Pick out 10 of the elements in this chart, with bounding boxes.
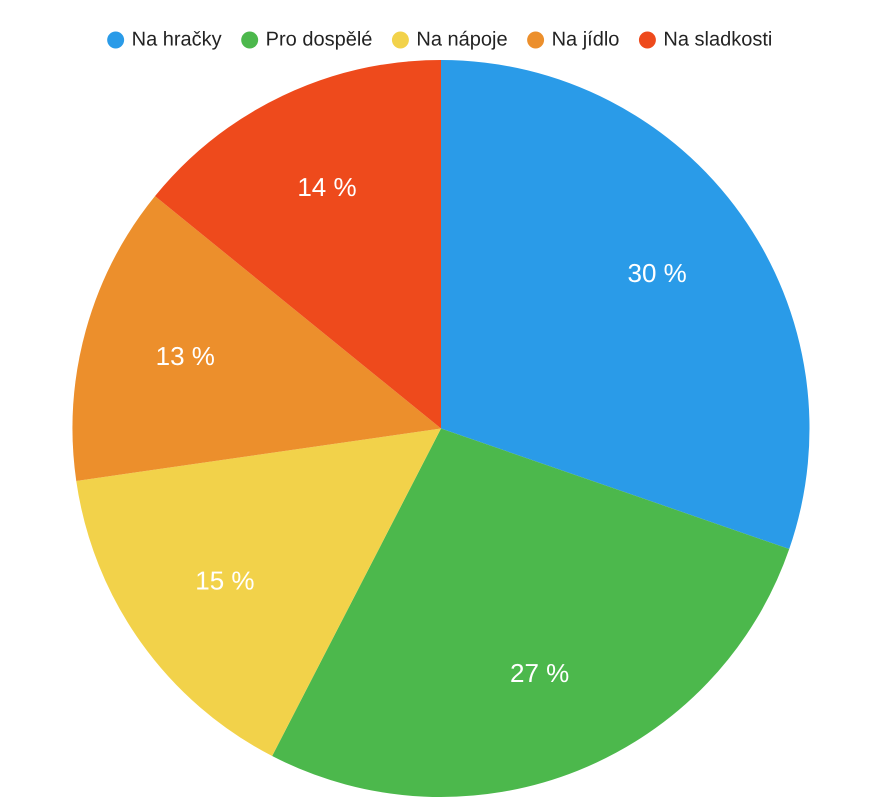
data-label: 30 % [627,258,687,288]
legend-label: Pro dospělé [266,28,372,51]
legend-label: Na jídlo [552,28,620,51]
data-label: 14 % [297,172,357,202]
legend-label: Na sladkosti [663,28,772,51]
legend-label: Na nápoje [416,28,508,51]
data-label: 13 % [156,340,215,371]
data-label: 15 % [195,566,255,596]
data-label: 27 % [510,658,570,688]
legend-label: Na hračky [132,28,222,51]
